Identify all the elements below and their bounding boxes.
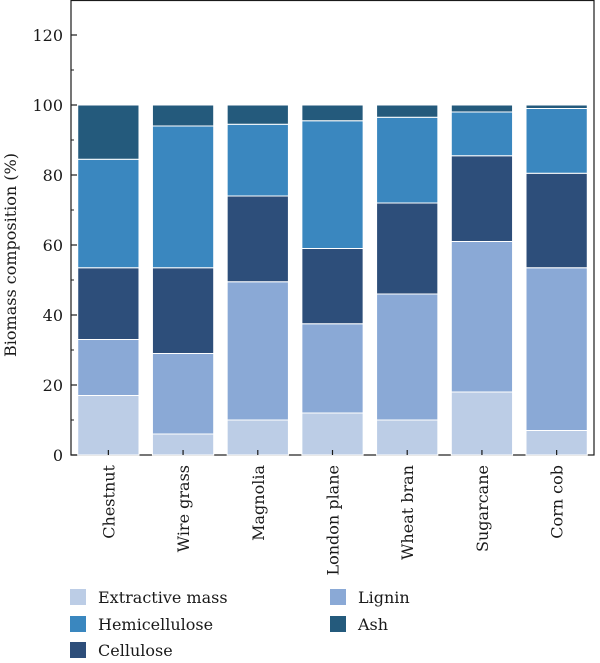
y-tick-label: 20	[43, 376, 63, 395]
bar-segment-ash	[151, 104, 215, 127]
bar-segment-cellulose	[301, 248, 364, 325]
y-tick-label: 120	[32, 26, 63, 45]
legend-item: Extractive mass	[70, 588, 228, 607]
bar-segment-ash	[376, 104, 439, 118]
bar-segment-hemicellulose	[525, 108, 588, 174]
legend-swatch	[70, 589, 86, 605]
legend-item: Lignin	[330, 588, 410, 607]
x-tick-label: Wire grass	[174, 465, 193, 552]
bar-segment-ash	[226, 104, 289, 125]
bar-segment-lignin	[301, 323, 364, 414]
bar-segment-cellulose	[151, 267, 215, 354]
legend-swatch	[70, 642, 86, 658]
x-tick-label: Corn cob	[548, 465, 567, 539]
legend-item: Hemicellulose	[70, 615, 213, 634]
bar-segment-ash	[77, 104, 140, 160]
legend-swatch	[70, 616, 86, 632]
legend-item: Ash	[330, 615, 388, 634]
bar-segment-lignin	[450, 241, 514, 393]
bar-stack	[450, 104, 514, 456]
bar-stack	[77, 104, 140, 456]
bar-stack	[376, 104, 439, 456]
legend-label: Lignin	[358, 588, 410, 607]
bar-segment-cellulose	[450, 155, 514, 242]
bar-segment-extractive-mass	[77, 395, 140, 456]
bar-segment-cellulose	[525, 172, 588, 269]
bar-segment-hemicellulose	[151, 125, 215, 269]
bar-segment-hemicellulose	[301, 120, 364, 249]
bar-segment-lignin	[151, 353, 215, 435]
legend-swatch	[330, 616, 346, 632]
bar-segment-cellulose	[77, 267, 140, 340]
y-axis-title: Biomass composition (%)	[1, 153, 20, 357]
legend: Extractive mass Hemicellulose Cellulose Lig…	[70, 588, 410, 660]
bar-segment-cellulose	[226, 195, 289, 283]
bar-segment-ash	[525, 104, 588, 109]
bar-segment-extractive-mass	[226, 419, 289, 456]
legend-label: Extractive mass	[98, 588, 228, 607]
bar-segment-hemicellulose	[450, 111, 514, 157]
bar-stack	[525, 104, 588, 456]
bar-segment-hemicellulose	[376, 116, 439, 204]
bar-stack	[301, 104, 364, 456]
bar-segment-lignin	[77, 339, 140, 396]
bar-segment-ash	[450, 104, 514, 113]
legend-swatch	[330, 589, 346, 605]
bar-stacks	[77, 104, 588, 456]
bar-segment-extractive-mass	[376, 419, 439, 456]
legend-item: Cellulose	[70, 641, 173, 660]
bar-segment-hemicellulose	[226, 123, 289, 197]
legend-label: Hemicellulose	[98, 615, 213, 634]
bar-segment-lignin	[226, 281, 289, 421]
y-axis: 0 20 40 60 80 100 120	[32, 0, 77, 465]
bar-segment-ash	[301, 104, 364, 122]
legend-label: Ash	[357, 615, 388, 634]
bar-segment-hemicellulose	[77, 158, 140, 269]
bar-segment-lignin	[525, 267, 588, 431]
x-tick-label: Magnolia	[249, 465, 268, 541]
bar-stack	[226, 104, 289, 456]
y-tick-label: 80	[43, 166, 63, 185]
x-axis: Chestnut Wire grass Magnolia London plane Wh…	[99, 450, 567, 576]
bar-segment-lignin	[376, 293, 439, 421]
bar-stack	[151, 104, 215, 456]
bar-segment-cellulose	[376, 202, 439, 295]
y-tick-label: 100	[32, 96, 63, 115]
y-tick-label: 40	[43, 306, 63, 325]
y-tick-label: 0	[53, 446, 63, 465]
bar-segment-extractive-mass	[301, 412, 364, 456]
legend-label: Cellulose	[98, 641, 173, 660]
y-tick-label: 60	[43, 236, 63, 255]
x-tick-label: Chestnut	[99, 464, 118, 538]
x-tick-label: Sugarcane	[473, 465, 492, 552]
x-tick-label: London plane	[324, 465, 343, 576]
bar-segment-extractive-mass	[450, 391, 514, 456]
x-tick-label: Wheat bran	[398, 465, 417, 560]
